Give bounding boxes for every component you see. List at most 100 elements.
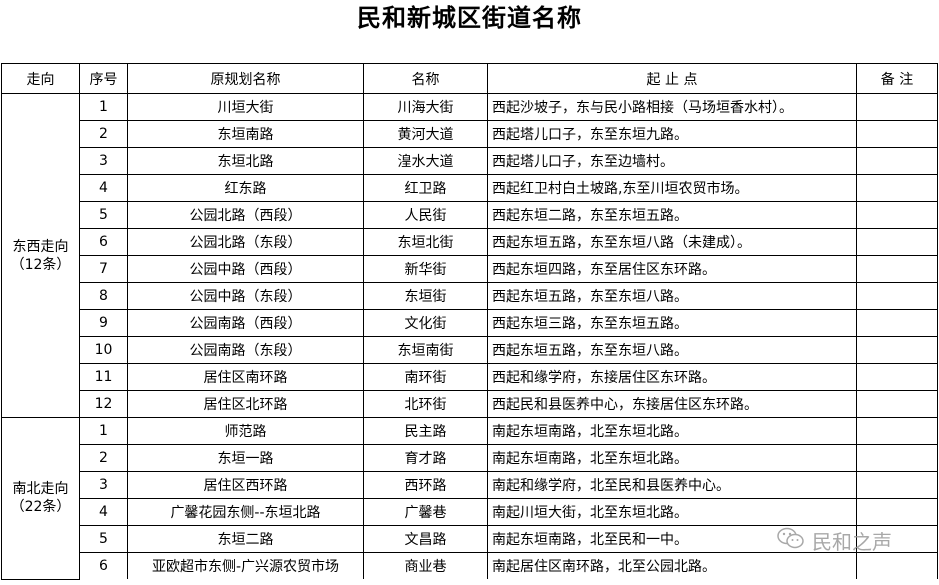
new-name-cell: 文化街 xyxy=(363,309,488,337)
watermark-text: 民和之声 xyxy=(812,530,892,554)
row-number: 6 xyxy=(79,552,128,579)
row-number: 4 xyxy=(79,498,128,526)
original-name-cell: 公园北路（西段） xyxy=(127,201,364,229)
note-cell xyxy=(856,390,938,418)
original-name-cell: 公园北路（东段） xyxy=(127,228,364,256)
endpoints-cell: 西起红卫村白土坡路,东至川垣农贸市场。 xyxy=(487,174,857,202)
row-number: 1 xyxy=(79,417,128,445)
original-name-cell: 东垣北路 xyxy=(127,147,364,175)
endpoints-cell: 西起和缘学府，东接居住区东环路。 xyxy=(487,363,857,391)
new-name-cell: 红卫路 xyxy=(363,174,488,202)
original-name-cell: 师范路 xyxy=(127,417,364,445)
table-row: 6 公园北路（东段） 东垣北街 西起东垣五路，东至东垣八路（未建成）。 xyxy=(2,228,938,256)
note-cell xyxy=(856,552,938,579)
endpoints-cell: 西起东垣五路，东至东垣八路（未建成）。 xyxy=(487,228,857,256)
note-cell xyxy=(856,282,938,310)
original-name-cell: 居住区北环路 xyxy=(127,390,364,418)
original-name-cell: 公园南路（东段） xyxy=(127,336,364,364)
note-cell xyxy=(856,201,938,229)
row-number: 10 xyxy=(79,336,128,364)
endpoints-cell: 西起沙坡子，东与民小路相接（马场垣香水村）。 xyxy=(487,93,857,121)
header-direction: 走向 xyxy=(1,63,80,94)
original-name-cell: 公园南路（西段） xyxy=(127,309,364,337)
new-name-cell: 东垣南街 xyxy=(363,336,488,364)
endpoints-cell: 南起川垣大街，北至东垣北路。 xyxy=(487,498,857,526)
new-name-cell: 育才路 xyxy=(363,444,488,472)
new-name-cell: 西环路 xyxy=(363,471,488,499)
endpoints-cell: 南起东垣南路，北至东垣北路。 xyxy=(487,444,857,472)
street-name-table: 走向 序号 原规划名称 名称 起 止 点 备 注 东西走向 （12条） 1 川垣大街川… xyxy=(1,63,938,580)
endpoints-cell: 西起东垣五路，东至东垣八路。 xyxy=(487,336,857,364)
table-row: 7 公园中路（西段） 新华街 西起东垣四路，东至居住区东环路。 xyxy=(2,255,938,283)
note-cell xyxy=(856,93,938,121)
note-cell xyxy=(856,525,938,553)
row-number: 2 xyxy=(79,120,128,148)
note-cell xyxy=(856,174,938,202)
original-name-cell: 亚欧超市东侧-广兴源农贸市场 xyxy=(127,552,364,579)
direction-label: 南北走向 xyxy=(12,481,69,498)
table-row: 9 公园南路（西段） 文化街 西起东垣三路，东至东垣五路。 xyxy=(2,309,938,337)
row-number: 5 xyxy=(79,525,128,553)
endpoints-cell: 西起东垣三路，东至东垣五路。 xyxy=(487,309,857,337)
note-cell xyxy=(856,120,938,148)
new-name-cell: 广馨巷 xyxy=(363,498,488,526)
original-name-cell: 东垣二路 xyxy=(127,525,364,553)
row-number: 12 xyxy=(79,390,128,418)
note-cell xyxy=(856,228,938,256)
new-name-cell: 黄河大道 xyxy=(363,120,488,148)
direction-group-cell: 南北走向 （22条） xyxy=(1,417,80,580)
original-name-cell: 红东路 xyxy=(127,174,364,202)
header-original-name: 原规划名称 xyxy=(127,63,364,94)
endpoints-cell: 西起民和县医养中心，东接居住区东环路。 xyxy=(487,390,857,418)
table-row: 6 亚欧超市东侧-广兴源农贸市场 商业巷 南起居住区南环路，北至公园北路。 xyxy=(2,552,938,579)
watermark: 民和之声 xyxy=(776,526,892,555)
endpoints-cell: 西起东垣五路，东至东垣八路。 xyxy=(487,282,857,310)
header-number: 序号 xyxy=(79,63,128,94)
original-name-cell: 东垣一路 xyxy=(127,444,364,472)
direction-count: （12条） xyxy=(10,256,71,273)
new-name-cell: 南环街 xyxy=(363,363,488,391)
original-name-cell: 川垣大街 xyxy=(127,93,364,121)
table-row: 4 红东路 红卫路 西起红卫村白土坡路,东至川垣农贸市场。 xyxy=(2,174,938,202)
table-header-row: 走向 序号 原规划名称 名称 起 止 点 备 注 xyxy=(1,63,938,94)
new-name-cell: 商业巷 xyxy=(363,552,488,579)
endpoints-cell: 南起和缘学府，北至民和县医养中心。 xyxy=(487,471,857,499)
table-row: 3 居住区西环路 西环路 南起和缘学府，北至民和县医养中心。 xyxy=(2,471,938,499)
original-name-cell: 公园中路（东段） xyxy=(127,282,364,310)
table-row: 5 东垣二路 文昌路 南起东垣南路，北至民和一中。 xyxy=(2,525,938,553)
note-cell xyxy=(856,444,938,472)
original-name-cell: 广馨花园东侧--东垣北路 xyxy=(127,498,364,526)
new-name-cell: 新华街 xyxy=(363,255,488,283)
note-cell xyxy=(856,363,938,391)
table-row: 12 居住区北环路 北环街 西起民和县医养中心，东接居住区东环路。 xyxy=(2,390,938,418)
new-name-cell: 文昌路 xyxy=(363,525,488,553)
table-row: 4 广馨花园东侧--东垣北路 广馨巷 南起川垣大街，北至东垣北路。 xyxy=(2,498,938,526)
note-cell xyxy=(856,255,938,283)
table-row: 8 公园中路（东段） 东垣街 西起东垣五路，东至东垣八路。 xyxy=(2,282,938,310)
row-number: 3 xyxy=(79,471,128,499)
note-cell xyxy=(856,471,938,499)
table-row: 10 公园南路（东段） 东垣南街 西起东垣五路，东至东垣八路。 xyxy=(2,336,938,364)
endpoints-cell: 南起东垣南路，北至东垣北路。 xyxy=(487,417,857,445)
row-number: 2 xyxy=(79,444,128,472)
row-number: 8 xyxy=(79,282,128,310)
note-cell xyxy=(856,309,938,337)
header-name: 名称 xyxy=(363,63,488,94)
endpoints-cell: 西起东垣四路，东至居住区东环路。 xyxy=(487,255,857,283)
note-cell xyxy=(856,498,938,526)
table-row: 3 东垣北路 湟水大道 西起塔儿口子，东至边墙村。 xyxy=(2,147,938,175)
original-name-cell: 居住区南环路 xyxy=(127,363,364,391)
new-name-cell: 东垣北街 xyxy=(363,228,488,256)
row-number: 7 xyxy=(79,255,128,283)
row-number: 5 xyxy=(79,201,128,229)
row-number: 6 xyxy=(79,228,128,256)
header-note: 备 注 xyxy=(856,63,938,94)
endpoints-cell: 西起塔儿口子，东至边墙村。 xyxy=(487,147,857,175)
original-name-cell: 东垣南路 xyxy=(127,120,364,148)
table-row: 5 公园北路（西段） 人民街 西起东垣二路，东至东垣五路。 xyxy=(2,201,938,229)
page-title: 民和新城区街道名称 xyxy=(357,3,582,32)
note-cell xyxy=(856,417,938,445)
direction-count: （22条） xyxy=(10,499,71,516)
row-number: 4 xyxy=(79,174,128,202)
note-cell xyxy=(856,336,938,364)
